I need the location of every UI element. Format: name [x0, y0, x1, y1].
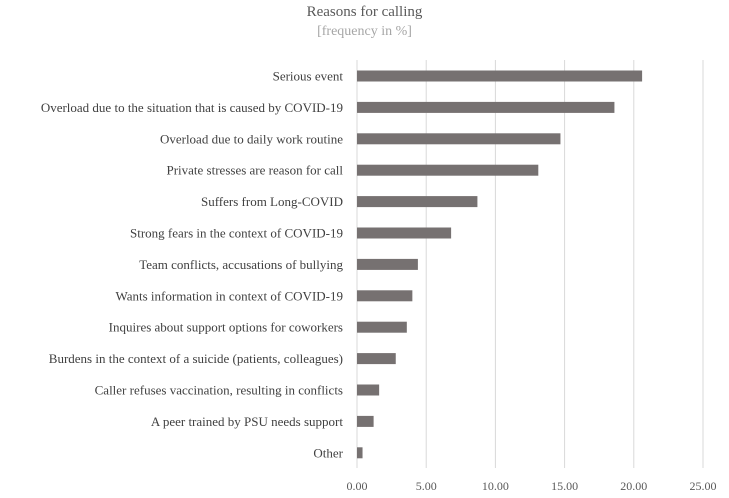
- bar: [357, 384, 380, 396]
- category-label: Private stresses are reason for call: [166, 163, 343, 178]
- x-tick-label: 5.00: [416, 479, 437, 493]
- bar: [357, 70, 643, 82]
- bar: [357, 164, 539, 176]
- category-label: Inquires about support options for cowor…: [109, 320, 343, 335]
- category-label: Wants information in context of COVID-19: [116, 288, 344, 303]
- chart-title: Reasons for calling: [306, 4, 423, 20]
- bar: [357, 447, 363, 459]
- category-label: Team conflicts, accusations of bullying: [139, 257, 343, 272]
- bar: [357, 290, 413, 302]
- bar: [357, 196, 478, 208]
- bar: [357, 321, 407, 333]
- x-tick-label: 25.00: [690, 479, 717, 493]
- category-label: Strong fears in the context of COVID-19: [130, 226, 343, 241]
- category-label: Serious event: [273, 69, 344, 84]
- bar: [357, 133, 561, 145]
- x-tick-label: 0.00: [347, 479, 368, 493]
- category-label: Overload due to the situation that is ca…: [41, 100, 343, 115]
- bar: [357, 353, 396, 365]
- bar: [357, 227, 452, 239]
- x-tick-label: 10.00: [482, 479, 509, 493]
- category-label: Other: [313, 445, 343, 460]
- category-label: Overload due to daily work routine: [160, 131, 343, 146]
- category-label: Burdens in the context of a suicide (pat…: [49, 351, 343, 366]
- chart-subtitle: [frequency in %]: [317, 24, 412, 39]
- bar: [357, 258, 418, 270]
- x-tick-label: 20.00: [620, 479, 647, 493]
- x-tick-label: 15.00: [551, 479, 578, 493]
- bar: [357, 415, 374, 427]
- category-label: Caller refuses vaccination, resulting in…: [95, 383, 343, 398]
- category-label: A peer trained by PSU needs support: [151, 414, 343, 429]
- category-label: Suffers from Long-COVID: [201, 194, 343, 209]
- bar: [357, 101, 615, 113]
